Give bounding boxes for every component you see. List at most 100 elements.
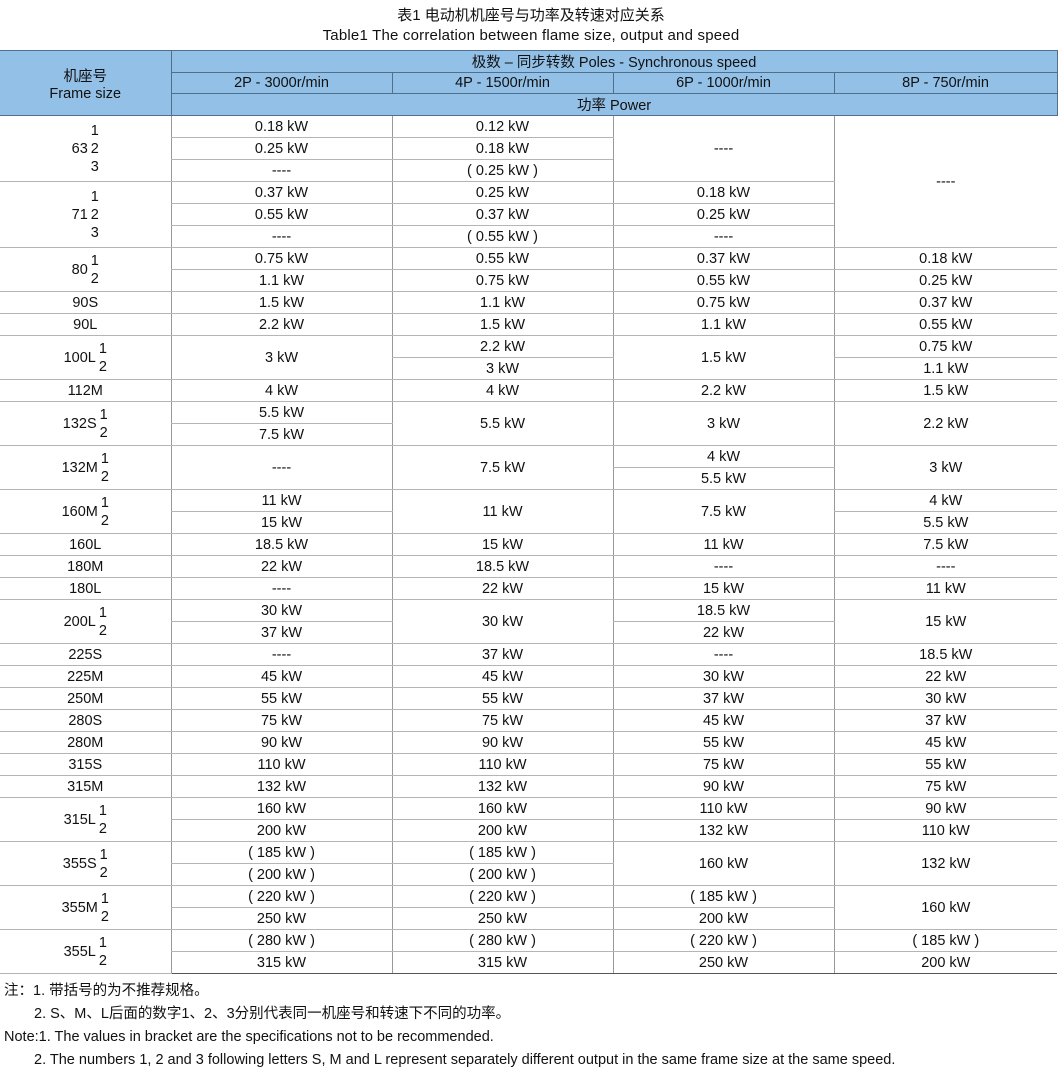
power-cell: ( 220 kW ) bbox=[170, 885, 392, 908]
power-cell: 45 kW bbox=[391, 665, 613, 688]
sub-number: 2 bbox=[99, 424, 108, 441]
power-cell: 132 kW bbox=[391, 775, 613, 798]
frame-size-cell: 250M bbox=[0, 687, 171, 710]
power-cell: 0.75 kW bbox=[833, 335, 1058, 358]
power-cell: 110 kW bbox=[833, 819, 1058, 842]
power-cell: 5.5 kW bbox=[612, 467, 834, 490]
power-cell: ---- bbox=[170, 225, 392, 248]
power-cell: 2.2 kW bbox=[170, 313, 392, 336]
frame-label: 180L bbox=[69, 580, 102, 597]
sub-number: 1 bbox=[99, 406, 108, 423]
table-row: 112M 4 kW 4 kW 2.2 kW 1.5 kW bbox=[0, 379, 1058, 402]
frame-size-cell: 90L bbox=[0, 313, 171, 336]
frame-label: 71 bbox=[71, 206, 88, 223]
table-row: 132M 1 2 ---- 7.5 kW 4 kW 3 kW bbox=[0, 445, 1058, 490]
table-row: 7.5 kW bbox=[0, 423, 1057, 446]
col-4p: 4P - 1500r/min bbox=[391, 72, 614, 94]
power-cell: 90 kW bbox=[170, 731, 392, 754]
power-cell: 4 kW bbox=[170, 379, 392, 402]
power-cell: 0.18 kW bbox=[833, 247, 1058, 270]
frame-size-cell: 225M bbox=[0, 665, 171, 688]
power-cell: 250 kW bbox=[170, 907, 392, 930]
power-cell: 5.5 kW bbox=[391, 401, 613, 446]
power-cell: 250 kW bbox=[391, 907, 613, 930]
sub-number: 2 bbox=[98, 358, 107, 375]
power-cell: 37 kW bbox=[833, 709, 1058, 732]
power-cell: 75 kW bbox=[612, 753, 834, 776]
power-cell: ---- bbox=[170, 643, 392, 666]
power-cell: 37 kW bbox=[391, 643, 613, 666]
frame-size-cell: 225S bbox=[0, 643, 171, 666]
frame-size-cell: 132S 1 2 bbox=[0, 401, 171, 446]
power-cell: 7.5 kW bbox=[612, 489, 834, 534]
frame-size-cell: 71 1 2 3 bbox=[0, 181, 171, 248]
frame-size-cell: 90S bbox=[0, 291, 171, 314]
power-cell: 5.5 kW bbox=[170, 401, 392, 424]
poles-header: 极数 – 同步转数 Poles - Synchronous speed bbox=[170, 50, 1058, 73]
power-cell: 7.5 kW bbox=[833, 533, 1058, 556]
power-cell: ( 0.55 kW ) bbox=[391, 225, 613, 248]
power-cell: 132 kW bbox=[612, 819, 834, 842]
power-cell: ( 220 kW ) bbox=[612, 929, 834, 952]
power-cell: 110 kW bbox=[391, 753, 613, 776]
note-en-2: 2. The numbers 1, 2 and 3 following lett… bbox=[34, 1052, 896, 1068]
frame-size-cell: 355L 1 2 bbox=[0, 929, 171, 974]
table-row: 3 kW 1.1 kW bbox=[0, 357, 1058, 380]
power-cell: 132 kW bbox=[170, 775, 392, 798]
power-cell: ( 185 kW ) bbox=[391, 841, 613, 864]
sub-number: 1 bbox=[100, 890, 109, 907]
power-cell: 11 kW bbox=[833, 577, 1058, 600]
table-title: 表1 电动机机座号与功率及转速对应关系 Table1 The correlati… bbox=[0, 6, 1062, 46]
sub-number: 3 bbox=[90, 224, 99, 241]
frame-size-cell: 63 1 2 3 bbox=[0, 115, 171, 182]
power-cell: ( 185 kW ) bbox=[612, 885, 834, 908]
power-cell: 75 kW bbox=[833, 775, 1058, 798]
frame-label: 355M bbox=[61, 899, 98, 916]
sub-number: 2 bbox=[100, 908, 109, 925]
power-cell: 37 kW bbox=[170, 621, 392, 644]
power-cell: ---- bbox=[612, 643, 834, 666]
power-cell: ( 185 kW ) bbox=[170, 841, 392, 864]
power-cell: 15 kW bbox=[612, 577, 834, 600]
power-cell: 132 kW bbox=[833, 841, 1058, 886]
frame-label: 225M bbox=[67, 668, 104, 685]
power-cell: 2.2 kW bbox=[391, 335, 613, 358]
power-cell: 30 kW bbox=[170, 599, 392, 622]
table-row: 100L 1 2 3 kW 2.2 kW 1.5 kW 0.75 kW bbox=[0, 335, 1058, 380]
frame-label: 132S bbox=[62, 415, 97, 432]
power-cell: 0.25 kW bbox=[391, 181, 613, 204]
table-row: 0.55 kW 0.37 kW 0.25 kW bbox=[0, 203, 1057, 226]
table-row: 0.25 kW 0.18 kW bbox=[0, 137, 1057, 160]
col-8p: 8P - 750r/min bbox=[833, 72, 1058, 94]
power-cell: 75 kW bbox=[391, 709, 613, 732]
power-cell: ---- bbox=[170, 577, 392, 600]
power-cell: 1.5 kW bbox=[612, 335, 834, 380]
power-cell: 55 kW bbox=[391, 687, 613, 710]
table-row: 80 1 2 0.75 kW 0.55 kW 0.37 kW 0.18 kW bbox=[0, 247, 1058, 292]
power-cell: 30 kW bbox=[391, 599, 613, 644]
power-cell: 1.1 kW bbox=[170, 269, 392, 292]
power-cell: 0.25 kW bbox=[170, 137, 392, 160]
power-cell: 250 kW bbox=[612, 951, 834, 974]
power-cell: 0.55 kW bbox=[612, 269, 834, 292]
power-cell: 160 kW bbox=[170, 797, 392, 820]
title-zh: 表1 电动机机座号与功率及转速对应关系 bbox=[397, 7, 665, 24]
table-row: 71 1 2 3 0.37 kW 0.25 kW 0.18 kW bbox=[0, 181, 1057, 248]
col-2p: 2P - 3000r/min bbox=[170, 72, 393, 94]
power-cell: 22 kW bbox=[612, 621, 834, 644]
power-cell: ( 280 kW ) bbox=[170, 929, 392, 952]
table-row: 180M 22 kW 18.5 kW ---- ---- bbox=[0, 555, 1058, 578]
frame-power-table: 机座号 Frame size 极数 – 同步转数 Poles - Synchron… bbox=[0, 50, 1058, 974]
title-en: Table1 The correlation between flame siz… bbox=[322, 27, 740, 44]
frame-size-cell: 315S bbox=[0, 753, 171, 776]
power-cell: 0.55 kW bbox=[170, 203, 392, 226]
power-cell: 55 kW bbox=[170, 687, 392, 710]
power-cell: ---- bbox=[612, 225, 834, 248]
power-cell: 15 kW bbox=[833, 599, 1058, 644]
frame-label: 315S bbox=[68, 756, 103, 773]
